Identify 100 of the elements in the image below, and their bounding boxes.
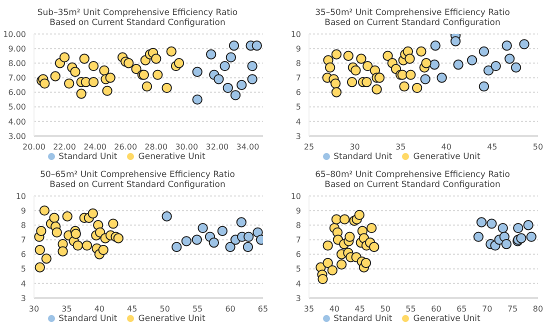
point <box>34 244 45 256</box>
point <box>70 66 80 77</box>
point <box>374 72 385 83</box>
y-tick-label: 5 <box>296 102 301 112</box>
x-tick-label: 50 <box>532 142 544 152</box>
point <box>151 54 162 64</box>
point <box>230 90 241 100</box>
point <box>510 62 522 73</box>
point <box>350 65 361 76</box>
legend-label: Generative Unit <box>138 152 206 162</box>
x-tick-label: 70 <box>482 304 492 314</box>
point <box>502 40 512 51</box>
point <box>399 81 410 92</box>
x-tick-label: 20.00 <box>22 142 46 152</box>
point <box>404 54 415 64</box>
point <box>172 242 182 252</box>
point <box>217 226 228 236</box>
point <box>453 60 464 70</box>
x-tick-label: 80 <box>532 304 544 314</box>
point <box>478 81 490 92</box>
point <box>450 36 461 46</box>
y-tick-label: 3 <box>296 294 301 303</box>
point <box>340 214 350 224</box>
point <box>236 217 247 228</box>
point <box>228 40 240 51</box>
point <box>40 78 50 89</box>
y-tick-label: 6 <box>20 250 26 260</box>
point <box>356 54 366 64</box>
point <box>372 84 382 94</box>
point <box>330 78 341 89</box>
x-tick-label: 65 <box>456 304 467 314</box>
point <box>34 262 45 272</box>
point <box>192 94 202 105</box>
point <box>354 210 364 220</box>
point <box>504 54 515 64</box>
y-tick-label: 8 <box>296 220 301 230</box>
point <box>247 74 258 84</box>
y-tick-label: 6.00 <box>8 88 26 98</box>
legend-label: Generative Unit <box>413 314 480 324</box>
x-tick-label: 28.00 <box>144 142 168 152</box>
legend-label: Generative Unit <box>138 314 206 324</box>
point <box>225 242 236 252</box>
point <box>162 211 172 222</box>
chart-title: 35–50m² Unit Comprehensive Efficiency Ratio Based on Current Standard Configuration <box>314 7 511 30</box>
point <box>366 222 377 234</box>
x-tick-label: 60 <box>225 304 236 314</box>
point <box>324 62 336 73</box>
point <box>39 205 50 216</box>
x-tick-label: 35 <box>62 304 72 314</box>
point <box>162 82 172 94</box>
point <box>519 39 530 50</box>
x-tick-label: 55 <box>406 304 416 314</box>
point <box>214 74 224 84</box>
y-tick-label: 7 <box>20 236 26 245</box>
y-tick-label: 4 <box>20 279 26 288</box>
x-tick-label: 60 <box>431 304 442 314</box>
x-tick-label: 40 <box>441 142 452 152</box>
point <box>421 58 432 68</box>
point <box>174 58 184 68</box>
point <box>102 86 112 96</box>
point <box>478 46 490 57</box>
y-tick-label: 9.00 <box>8 44 26 54</box>
x-tick-label: 75 <box>507 304 518 314</box>
point <box>343 50 354 61</box>
point <box>369 242 380 252</box>
point <box>513 222 524 234</box>
x-tick-label: 32.00 <box>206 142 229 152</box>
point <box>466 55 478 66</box>
point <box>360 258 372 268</box>
x-tick-label: 30 <box>28 304 40 314</box>
point <box>70 228 81 239</box>
y-tick-label: 10.00 <box>3 30 26 39</box>
x-tick-label: 35 <box>396 142 406 152</box>
legend-label: Standard Unit <box>334 314 392 324</box>
point <box>406 70 416 80</box>
point <box>166 46 176 57</box>
point <box>50 71 60 82</box>
y-tick-label: 5 <box>20 264 26 274</box>
point <box>52 227 62 238</box>
point <box>242 242 254 252</box>
point <box>486 218 497 229</box>
point <box>79 54 90 64</box>
y-tick-label: 6 <box>296 250 301 260</box>
point <box>226 52 236 62</box>
y-tick-label: 7 <box>296 74 301 83</box>
point <box>416 46 426 57</box>
y-tick-label: 3 <box>296 132 301 141</box>
point <box>362 60 373 72</box>
point <box>429 60 440 70</box>
point <box>98 244 108 256</box>
point <box>220 60 230 72</box>
point <box>412 82 422 94</box>
y-tick-label: 5.00 <box>8 102 26 112</box>
point <box>322 240 333 251</box>
point <box>76 88 86 99</box>
y-tick-label: 6 <box>296 88 301 98</box>
x-tick-label: 40 <box>329 304 340 314</box>
point <box>382 50 393 61</box>
point <box>88 76 99 88</box>
point <box>247 60 258 72</box>
